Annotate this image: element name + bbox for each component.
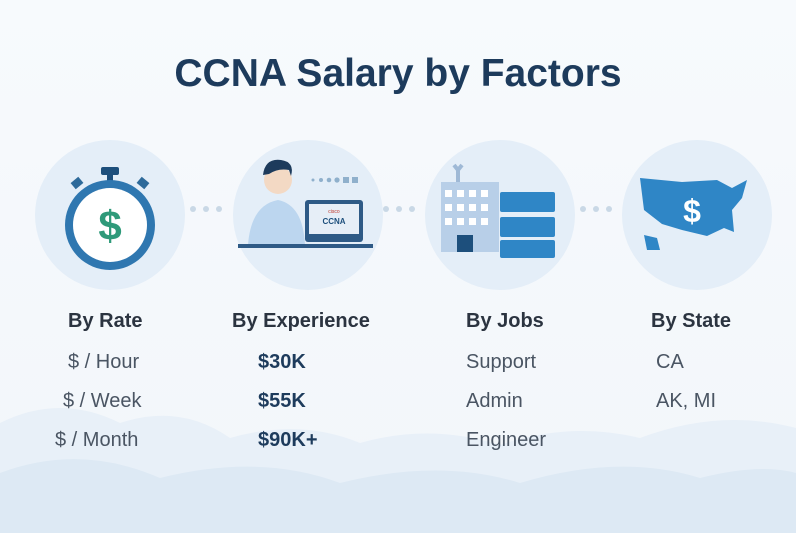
column-jobs: By Jobs Support Admin Engineer — [466, 310, 546, 468]
list-item: CA — [656, 351, 684, 373]
cloud-background — [0, 408, 796, 533]
column-rate: By Rate $ / Hour $ / Week $ / Month — [55, 310, 143, 468]
page-title: CCNA Salary by Factors — [174, 52, 622, 95]
column-heading: By Rate — [68, 310, 143, 332]
list-item: $ / Hour — [68, 351, 140, 373]
list-item: $ / Month — [55, 429, 139, 451]
stopwatch-dollar-icon: $ — [35, 140, 185, 290]
usa-map-dollar-icon: $ — [622, 140, 772, 290]
list-item: $30K — [258, 351, 306, 373]
building-server-icon — [425, 140, 575, 290]
list-item: $ / Week — [63, 390, 142, 412]
list-item: Engineer — [466, 429, 547, 451]
person-laptop-icon: cisco CCNA — [233, 140, 383, 290]
column-heading: By Experience — [232, 310, 370, 332]
list-item: AK, MI — [656, 390, 717, 412]
list-item: $55K — [258, 390, 306, 412]
column-state: By State CA AK, MI — [651, 310, 731, 429]
column-heading: By Jobs — [466, 310, 544, 332]
svg-text:CCNA: CCNA — [322, 217, 345, 226]
svg-text:cisco: cisco — [328, 209, 340, 215]
svg-text:$: $ — [683, 193, 701, 229]
svg-text:$: $ — [98, 202, 121, 249]
column-experience: By Experience $30K $55K $90K+ — [232, 310, 370, 468]
list-item: $90K+ — [258, 429, 318, 451]
column-heading: By State — [651, 310, 732, 332]
list-item: Admin — [466, 390, 523, 412]
list-item: Support — [466, 351, 537, 373]
